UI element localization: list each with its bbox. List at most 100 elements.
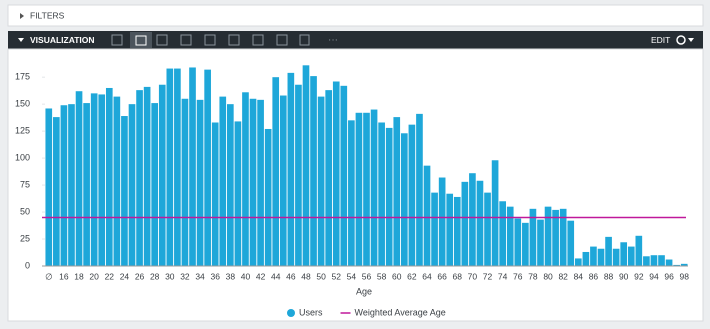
- x-tick-label: 24: [120, 271, 130, 281]
- settings-caret: [688, 38, 694, 42]
- bar: [363, 112, 370, 266]
- bar: [317, 96, 325, 267]
- x-tick-label: 40: [241, 271, 251, 281]
- x-tick-label: 32: [180, 271, 190, 281]
- x-tick-label: 76: [513, 271, 523, 281]
- bar: [279, 95, 287, 267]
- bar: [643, 256, 650, 266]
- bar: [332, 81, 340, 266]
- bar: [68, 104, 75, 266]
- bar: [650, 255, 658, 266]
- bar: [204, 69, 211, 266]
- bar: [393, 117, 401, 267]
- x-axis-title: Age: [356, 286, 372, 296]
- x-tick-label: 84: [574, 271, 584, 281]
- bar: [499, 201, 506, 266]
- x-tick-label: 98: [679, 271, 689, 281]
- bar: [378, 122, 385, 266]
- bar: [272, 77, 280, 267]
- bar: [128, 104, 136, 266]
- x-tick-label: 72: [483, 271, 493, 281]
- bar: [325, 90, 333, 266]
- bar: [249, 98, 257, 267]
- bar: [264, 128, 272, 266]
- bar: [227, 104, 234, 266]
- y-tick-label: 125: [15, 126, 30, 136]
- bar: [574, 258, 582, 266]
- bar: [181, 98, 189, 267]
- bar: [537, 219, 544, 266]
- bar: [423, 165, 431, 266]
- legend-label: Users: [299, 307, 323, 317]
- x-tick-label: 48: [301, 271, 311, 281]
- x-tick-label: 86: [589, 271, 599, 281]
- bar: [590, 246, 597, 266]
- x-tick-label: 62: [407, 271, 417, 281]
- bar: [416, 113, 423, 266]
- x-tick-label: 46: [286, 271, 296, 281]
- bar: [105, 87, 113, 266]
- bar: [469, 173, 476, 266]
- x-tick-label: 36: [210, 271, 220, 281]
- bar: [340, 85, 348, 266]
- bar: [348, 120, 355, 266]
- bar: [370, 109, 378, 266]
- x-tick-label: 42: [256, 271, 266, 281]
- bar: [446, 193, 454, 266]
- x-tick-label: 22: [105, 271, 115, 281]
- bar: [567, 220, 575, 266]
- edit-button[interactable]: EDIT: [651, 35, 670, 45]
- x-tick-label: 56: [362, 271, 372, 281]
- bar: [506, 206, 514, 266]
- viz-type-icons[interactable]: [111, 32, 310, 48]
- bar: [552, 209, 559, 266]
- bar: [453, 196, 461, 266]
- y-tick-label: 75: [20, 179, 30, 189]
- x-tick-label: 54: [347, 271, 357, 281]
- bar: [302, 65, 310, 266]
- legend-label: Weighted Average Age: [355, 307, 446, 317]
- x-tick-label: 78: [528, 271, 538, 281]
- more-icon[interactable]: ···: [328, 35, 338, 46]
- bar: [287, 72, 295, 266]
- x-tick-label: 52: [332, 271, 342, 281]
- bar: [136, 90, 143, 266]
- bar: [431, 192, 438, 266]
- x-tick-label: 34: [195, 271, 205, 281]
- bar: [438, 177, 446, 266]
- expand-icon: [20, 13, 24, 19]
- bar: [665, 259, 673, 266]
- collapse-icon: [18, 38, 24, 42]
- bar: [196, 99, 204, 266]
- bar: [234, 121, 242, 266]
- filters-label[interactable]: FILTERS: [30, 10, 65, 20]
- filters-bar[interactable]: [7, 4, 704, 27]
- bar: [484, 192, 491, 266]
- x-tick-label: 80: [543, 271, 553, 281]
- x-tick-label: 68: [453, 271, 463, 281]
- x-tick-label: 88: [604, 271, 614, 281]
- x-tick-label: 18: [74, 271, 84, 281]
- y-tick-label: 50: [20, 206, 30, 216]
- x-tick-label: 50: [316, 271, 326, 281]
- visualization-label[interactable]: VISUALIZATION: [30, 35, 95, 45]
- bar: [673, 264, 680, 266]
- bar: [408, 124, 416, 266]
- settings-icon[interactable]: [676, 35, 686, 45]
- bar: [143, 86, 151, 266]
- x-tick-label: 58: [377, 271, 387, 281]
- bar: [461, 181, 469, 266]
- y-tick-label: 25: [20, 233, 30, 243]
- x-tick-label: 92: [634, 271, 644, 281]
- bar: [219, 96, 227, 267]
- bar: [476, 180, 484, 266]
- bar: [627, 246, 635, 266]
- bar: [529, 208, 537, 266]
- bar: [158, 84, 166, 266]
- bar: [620, 242, 628, 266]
- x-tick-label: 16: [59, 271, 69, 281]
- bar: [53, 117, 60, 267]
- bar: [559, 208, 567, 266]
- bar: [635, 235, 643, 266]
